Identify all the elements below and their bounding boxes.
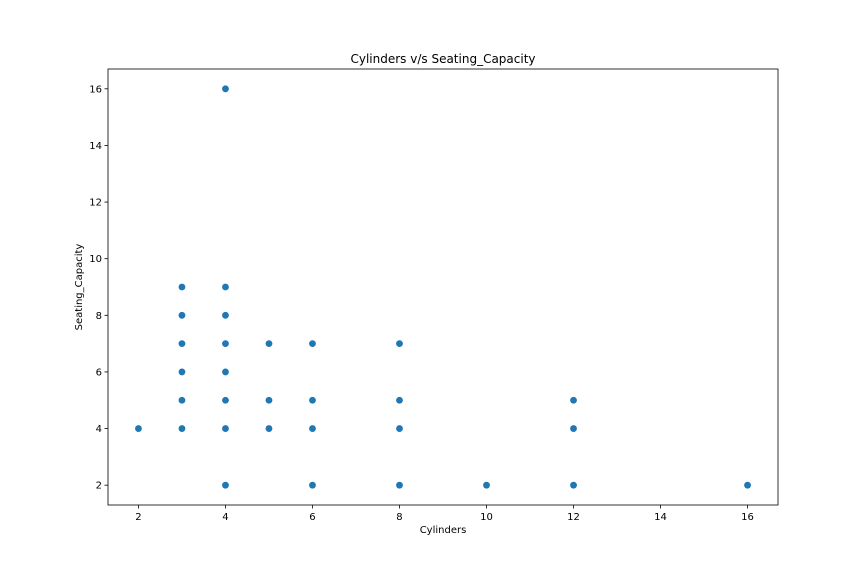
data-point <box>135 425 142 432</box>
data-point <box>396 481 403 489</box>
data-point <box>309 396 316 404</box>
x-tick-label: 12 <box>567 512 580 523</box>
data-point <box>744 481 751 489</box>
y-tick-label: 14 <box>89 141 102 152</box>
x-axis-label: Cylinders <box>420 525 467 536</box>
data-point <box>222 396 229 404</box>
y-tick-label: 4 <box>96 424 102 435</box>
x-tick-label: 8 <box>396 512 402 523</box>
y-tick-label: 12 <box>89 198 102 209</box>
data-point <box>222 368 229 376</box>
data-point <box>265 425 273 432</box>
data-point <box>309 340 316 348</box>
data-point <box>178 368 186 376</box>
data-point <box>178 425 186 432</box>
data-point <box>178 340 186 348</box>
y-tick-label: 16 <box>89 84 102 95</box>
axes: 2 4 6 8 10 12 14 16 2 4 6 8 10 12 14 16 <box>89 68 779 523</box>
plot-background <box>108 69 778 505</box>
data-point <box>265 396 273 404</box>
data-point <box>222 311 229 319</box>
x-tick-label: 16 <box>741 512 754 523</box>
y-tick-label: 8 <box>96 311 102 322</box>
data-point <box>396 396 403 404</box>
chart-title: Cylinders v/s Seating_Capacity <box>350 52 535 66</box>
plot-area <box>108 69 778 505</box>
data-point <box>309 425 316 432</box>
data-point <box>396 340 403 348</box>
data-point <box>265 340 273 348</box>
x-tick-label: 10 <box>480 512 493 523</box>
x-tick-label: 2 <box>135 512 141 523</box>
data-point <box>222 340 229 348</box>
data-point <box>570 425 577 432</box>
data-point <box>570 481 577 489</box>
data-points <box>135 85 751 489</box>
data-point <box>222 425 229 432</box>
data-point <box>309 481 316 489</box>
plot-frame <box>107 68 779 506</box>
data-point <box>222 85 229 93</box>
data-point <box>396 425 403 432</box>
data-point <box>178 311 186 319</box>
x-tick-label: 4 <box>222 512 228 523</box>
y-tick-label: 6 <box>96 367 102 378</box>
y-tick-label: 2 <box>96 481 102 492</box>
data-point <box>483 481 490 489</box>
y-tick-label: 10 <box>89 254 102 265</box>
data-point <box>178 283 186 291</box>
data-point <box>222 283 229 291</box>
data-point <box>570 396 577 404</box>
x-tick-label: 6 <box>309 512 315 523</box>
y-axis-label: Seating_Capacity <box>74 244 85 331</box>
x-tick-label: 14 <box>654 512 667 523</box>
data-point <box>222 481 229 489</box>
data-point <box>178 396 186 404</box>
